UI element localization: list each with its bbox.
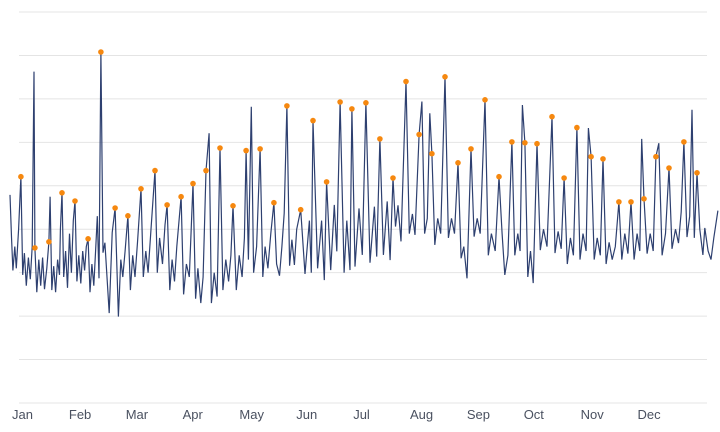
peak-marker-dot[interactable]: [337, 99, 343, 105]
peak-marker-dot[interactable]: [496, 173, 502, 180]
peak-marker-dot[interactable]: [429, 150, 435, 157]
peak-marker-dot[interactable]: [178, 193, 184, 200]
peak-marker-dot[interactable]: [416, 131, 422, 138]
peak-marker-dot[interactable]: [59, 190, 65, 196]
peak-marker-dot[interactable]: [125, 213, 131, 219]
peak-marker-dot[interactable]: [468, 146, 474, 152]
peak-marker-dot[interactable]: [653, 153, 659, 160]
peak-marker-dot[interactable]: [482, 97, 488, 103]
x-axis-label-jul: Jul: [353, 407, 370, 422]
x-axis-label-nov: Nov: [581, 407, 605, 422]
peak-marker-dot[interactable]: [616, 199, 622, 205]
peak-marker-dot[interactable]: [628, 199, 634, 205]
x-axis-label-may: May: [239, 407, 264, 422]
peak-marker-dot[interactable]: [641, 196, 647, 202]
peak-marker-dot[interactable]: [310, 117, 316, 124]
peak-marker-dot[interactable]: [98, 49, 104, 55]
peak-marker-dot[interactable]: [284, 103, 290, 109]
peak-marker-dot[interactable]: [217, 145, 223, 151]
peak-marker-group: [18, 49, 700, 251]
peak-marker-dot[interactable]: [442, 74, 448, 80]
peak-marker-dot[interactable]: [230, 203, 236, 209]
peak-marker-dot[interactable]: [297, 206, 304, 213]
peak-marker-dot[interactable]: [522, 140, 528, 146]
x-axis-label-aug: Aug: [410, 407, 433, 422]
peak-marker-dot[interactable]: [164, 202, 170, 208]
x-axis-label-dec: Dec: [638, 407, 662, 422]
peak-marker-dot[interactable]: [32, 245, 38, 251]
x-axis-label-mar: Mar: [126, 407, 149, 422]
peak-marker-dot[interactable]: [138, 186, 144, 192]
peak-marker-dot[interactable]: [271, 199, 277, 206]
peak-marker-dot[interactable]: [203, 167, 209, 174]
peak-marker-dot[interactable]: [509, 139, 515, 145]
peak-marker-dot[interactable]: [257, 146, 263, 152]
peak-marker-dot[interactable]: [190, 180, 196, 187]
x-axis-label-jun: Jun: [296, 407, 317, 422]
peak-marker-dot[interactable]: [600, 156, 606, 162]
peak-marker-dot[interactable]: [152, 167, 158, 174]
peak-marker-dot[interactable]: [666, 165, 672, 171]
peak-marker-dot[interactable]: [534, 140, 540, 147]
peak-marker-dot[interactable]: [588, 153, 594, 160]
peak-marker-dot[interactable]: [112, 205, 118, 211]
peak-marker-dot[interactable]: [349, 106, 355, 112]
peak-marker-dot[interactable]: [561, 175, 567, 181]
peak-marker-dot[interactable]: [323, 179, 330, 185]
peak-marker-dot[interactable]: [72, 198, 78, 204]
peak-marker-dot[interactable]: [455, 160, 461, 166]
peak-marker-dot[interactable]: [403, 78, 409, 85]
peak-marker-dot[interactable]: [377, 136, 383, 142]
gridline-group: [19, 11, 707, 404]
x-axis-label-group: Jan Feb Mar Apr May Jun Jul Aug Sep Oct Nov Dec: [12, 407, 661, 422]
peak-marker-dot[interactable]: [574, 124, 580, 131]
peak-marker-dot[interactable]: [243, 147, 249, 154]
peak-marker-dot[interactable]: [46, 239, 52, 245]
x-axis-label-sep: Sep: [467, 407, 490, 422]
peak-marker-dot[interactable]: [694, 170, 700, 176]
x-axis-label-jan: Jan: [12, 407, 33, 422]
x-axis-label-feb: Feb: [69, 407, 91, 422]
peak-marker-dot[interactable]: [549, 113, 555, 120]
x-axis-label-apr: Apr: [183, 407, 204, 422]
peak-marker-dot[interactable]: [18, 173, 24, 180]
peak-marker-dot[interactable]: [363, 100, 369, 106]
peak-marker-dot[interactable]: [390, 175, 396, 181]
peak-marker-dot[interactable]: [681, 139, 687, 145]
x-axis-label-oct: Oct: [524, 407, 545, 422]
peak-marker-dot[interactable]: [85, 236, 91, 242]
